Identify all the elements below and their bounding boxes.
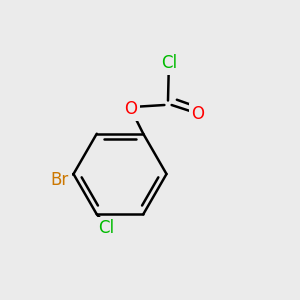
Text: Cl: Cl (161, 54, 178, 72)
Text: Cl: Cl (98, 219, 115, 237)
Text: O: O (191, 105, 205, 123)
Text: O: O (124, 100, 137, 118)
Text: Br: Br (51, 171, 69, 189)
